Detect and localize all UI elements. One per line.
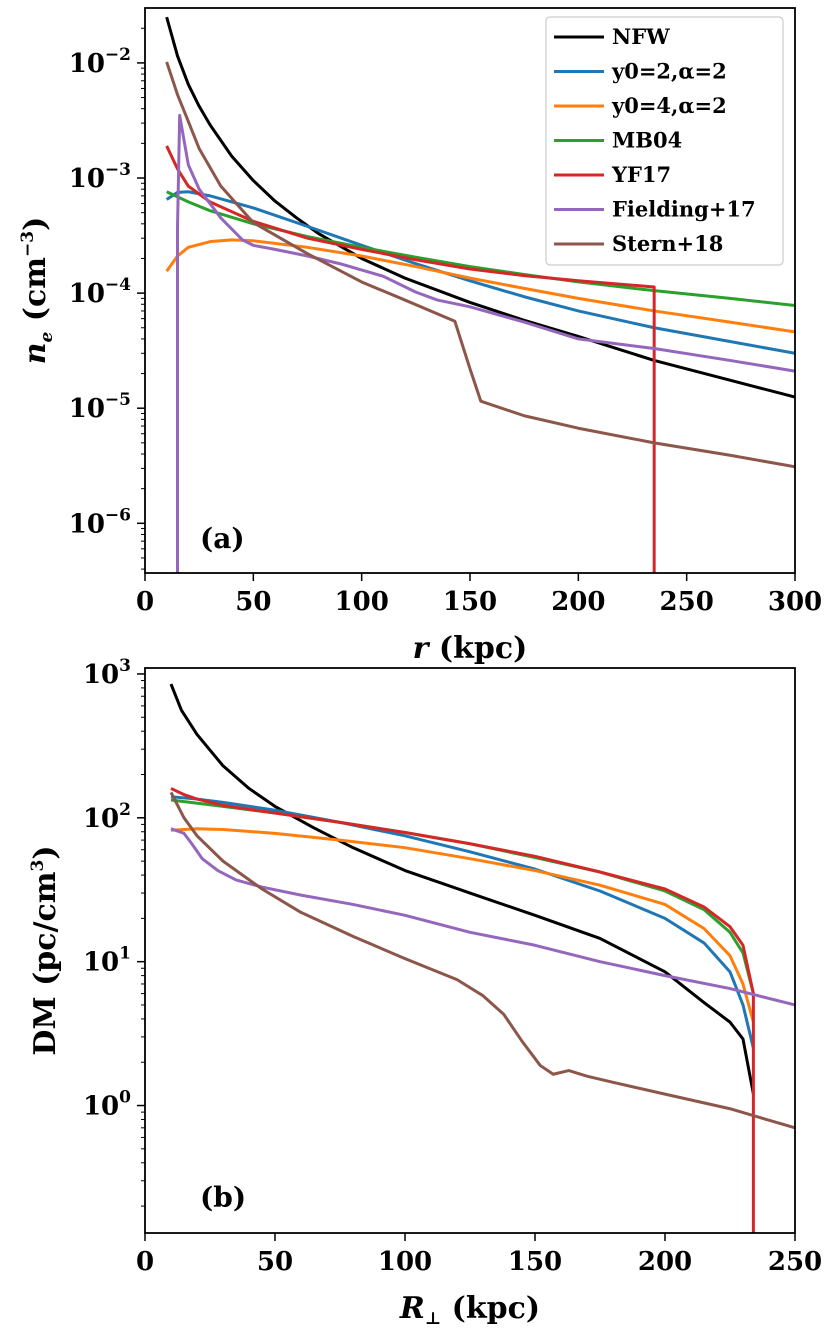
legend-entry: y0=2,α=2 <box>611 59 727 84</box>
x-tick-label: 200 <box>638 1247 692 1277</box>
y-tick-exponent: −4 <box>105 275 131 295</box>
x-axis-variable: r <box>413 631 431 666</box>
x-axis-subscript: ⊥ <box>425 1309 441 1329</box>
y-tick-exponent: 0 <box>119 1088 131 1108</box>
legend-entry: MB04 <box>612 128 682 153</box>
y-tick-exponent: −2 <box>105 45 131 65</box>
series-line-yf17 <box>165 145 656 573</box>
y-axis-subscript: e <box>37 331 57 342</box>
x-tick-label: 300 <box>768 587 822 617</box>
y-tick-label: 102 <box>83 800 131 834</box>
y-tick-label: 10−5 <box>69 390 131 424</box>
x-tick-label: 200 <box>551 587 605 617</box>
series-line-fielding-17 <box>176 113 795 573</box>
y-tick-base: 10 <box>83 804 119 834</box>
y-axis-label: ne (cm−3) <box>18 217 57 365</box>
y-axis-unit-close: ) <box>18 217 53 231</box>
series-line-y0-2-2 <box>170 795 755 1049</box>
x-tick-label: 150 <box>508 1247 562 1277</box>
y-tick-base: 10 <box>83 660 119 690</box>
y-axis-spacer <box>18 321 53 331</box>
series-line-y0-4-2 <box>170 827 755 1023</box>
y-tick-label: 103 <box>83 656 131 690</box>
x-axis-spacer <box>428 631 438 666</box>
legend <box>545 16 784 266</box>
legend-entry: Stern+18 <box>612 231 723 256</box>
series-line-y0-4-2 <box>165 238 795 334</box>
series-line-yf17 <box>170 787 755 1233</box>
y-tick-base: 10 <box>83 1092 119 1122</box>
series-line-stern-18 <box>165 61 795 469</box>
panel-label: (b) <box>200 1181 246 1214</box>
y-axis-unit-exponent: −3 <box>18 231 38 257</box>
x-tick-label: 0 <box>136 1247 154 1277</box>
x-axis-variable: R <box>399 1291 425 1326</box>
panel-a: 0 50 100 150 200 250 30010−610−510−410−310−2r … <box>18 7 822 666</box>
y-tick-base: 10 <box>69 49 105 79</box>
y-tick-label: 101 <box>83 944 131 978</box>
x-tick-label: 150 <box>443 587 497 617</box>
y-tick-label: 100 <box>83 1088 131 1122</box>
x-axis-unit: (kpc) <box>439 631 527 666</box>
series-line-nfw <box>169 683 755 1095</box>
y-tick-base: 10 <box>83 948 119 978</box>
x-tick-label: 100 <box>335 587 389 617</box>
y-tick-exponent: 2 <box>119 800 131 820</box>
y-tick-exponent: −5 <box>105 390 131 410</box>
series-line-mb04 <box>170 798 755 994</box>
y-axis-text: DM (pc/cm <box>28 871 63 1055</box>
panel-label: (a) <box>200 522 245 555</box>
x-tick-label: 0 <box>136 587 154 617</box>
y-tick-base: 10 <box>69 279 105 309</box>
x-tick-label: 50 <box>257 1247 293 1277</box>
y-tick-label: 10−3 <box>69 160 131 194</box>
y-axis-label: DM (pc/cm3) <box>28 845 63 1055</box>
y-axis-unit: (cm <box>18 257 53 321</box>
x-axis-label: R⊥ (kpc) <box>399 1291 540 1329</box>
y-tick-base: 10 <box>69 164 105 194</box>
x-tick-label: 250 <box>768 1247 822 1277</box>
y-tick-label: 10−2 <box>69 45 131 79</box>
y-axis-variable: n <box>18 342 53 364</box>
legend-entry: y0=4,α=2 <box>611 93 727 118</box>
y-tick-label: 10−4 <box>69 275 131 309</box>
x-tick-label: 250 <box>660 587 714 617</box>
y-tick-base: 10 <box>69 509 105 539</box>
series-line-stern-18 <box>169 791 795 1130</box>
series-line-fielding-17 <box>170 827 795 1007</box>
axes-frame <box>144 667 796 1234</box>
y-tick-base: 10 <box>69 394 105 424</box>
x-axis-unit: (kpc) <box>452 1291 540 1326</box>
legend-entry: YF17 <box>611 162 671 187</box>
y-tick-exponent: −6 <box>105 505 131 525</box>
legend-entry: NFW <box>612 24 670 49</box>
legend-entry: Fielding+17 <box>612 197 756 222</box>
y-axis-exponent: 3 <box>28 860 48 872</box>
y-tick-exponent: 3 <box>119 656 131 676</box>
x-tick-label: 100 <box>378 1247 432 1277</box>
y-tick-exponent: 1 <box>119 944 131 964</box>
y-tick-label: 10−6 <box>69 505 131 539</box>
x-axis-spacer <box>441 1291 451 1326</box>
y-tick-exponent: −3 <box>105 160 131 180</box>
x-axis-label: r (kpc) <box>413 631 528 666</box>
y-axis-close: ) <box>28 845 63 859</box>
x-tick-label: 50 <box>235 587 271 617</box>
